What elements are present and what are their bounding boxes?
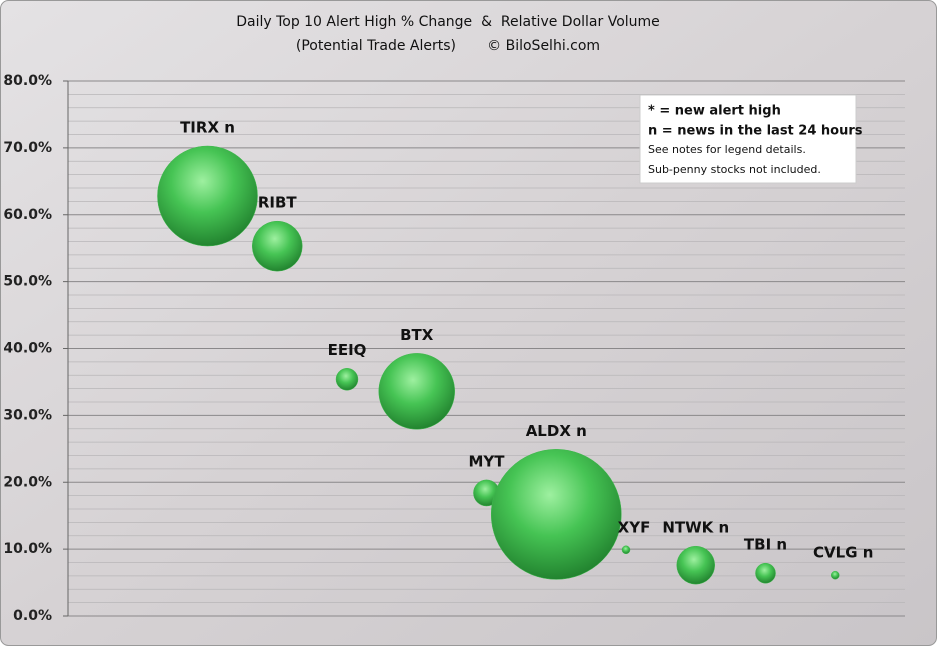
y-tick-label: 60.0% xyxy=(3,207,52,223)
data-label: RIBT xyxy=(258,194,298,212)
y-tick-label: 30.0% xyxy=(3,407,52,423)
legend-note: * = new alert high xyxy=(648,104,781,119)
bubble xyxy=(378,353,455,430)
legend-note: See notes for legend details. xyxy=(648,143,806,156)
legend-note: n = news in the last 24 hours xyxy=(648,124,863,139)
bubble xyxy=(335,368,359,391)
bubble xyxy=(755,562,776,584)
legend-box xyxy=(639,94,857,184)
data-label: CVLG n xyxy=(813,544,873,562)
legend: * = new alert high n = news in the last 2… xyxy=(648,104,863,177)
y-tick-label: 50.0% xyxy=(3,274,52,290)
data-label: MYT xyxy=(468,452,505,470)
data-label: XYF xyxy=(618,518,651,536)
bubble xyxy=(490,449,622,580)
data-label: BTX xyxy=(400,326,434,344)
data-label: EEIQ xyxy=(328,341,367,359)
bubble xyxy=(157,145,258,247)
bubble xyxy=(621,545,631,555)
data-label: TIRX n xyxy=(180,119,235,137)
bubble xyxy=(676,545,715,585)
y-tick-label: 80.0% xyxy=(3,73,52,89)
data-label: ALDX n xyxy=(526,422,587,440)
bubbles: TIRX n RIBT EEIQ BTX MYT ALDX n XYF NTWK n TBI n… xyxy=(157,119,873,585)
bubble xyxy=(831,570,840,580)
y-tick-label: 40.0% xyxy=(3,341,52,357)
legend-note: Sub-penny stocks not included. xyxy=(648,163,821,176)
bubble xyxy=(252,220,303,272)
y-tick-label: 10.0% xyxy=(3,541,52,557)
grid: 0.0% 10.0% 20.0% 30.0% 40.0% 50.0% 60.0% 70.0% 8… xyxy=(3,73,905,624)
chart-title: Daily Top 10 Alert High % Change & Relat… xyxy=(236,14,660,30)
y-tick-label: 20.0% xyxy=(3,474,52,490)
chart-subtitle: (Potential Trade Alerts) © BiloSelhi.com xyxy=(296,38,600,54)
y-tick-label: 70.0% xyxy=(3,140,52,156)
data-label: TBI n xyxy=(744,536,787,554)
data-label: NTWK n xyxy=(662,519,729,537)
y-tick-label: 0.0% xyxy=(13,608,52,624)
